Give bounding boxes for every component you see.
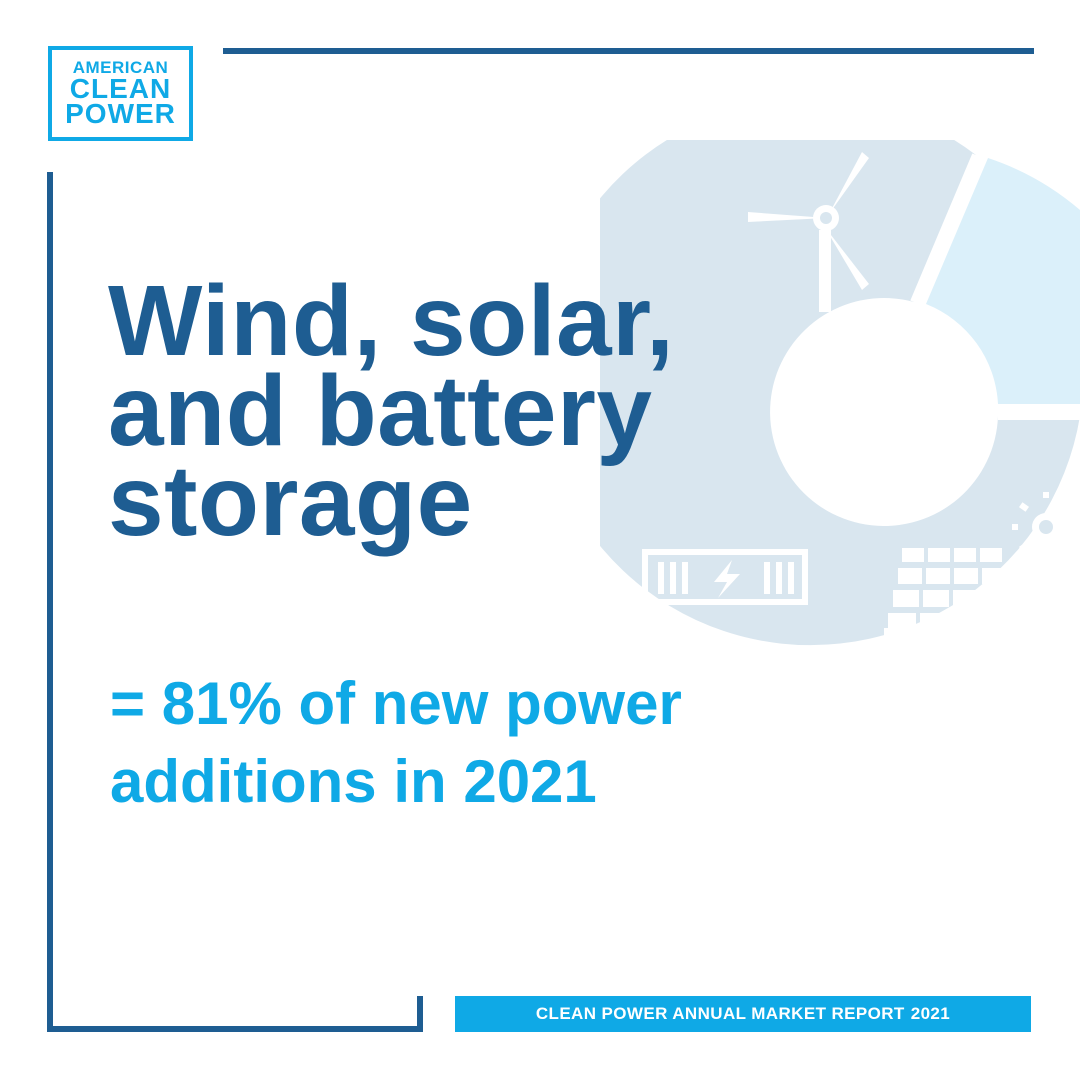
subline-line-2: additions in 2021 (110, 748, 597, 815)
donut-segment-main (600, 140, 1080, 646)
donut-separator-top (910, 153, 980, 304)
frame-top-line (223, 48, 1034, 54)
battery-icon (642, 549, 808, 605)
logo-line-clean: CLEAN (69, 72, 172, 104)
headline-line-1: Wind, solar, (108, 265, 675, 377)
wind-turbine-icon (748, 152, 869, 312)
energy-donut-graphic (600, 140, 1080, 674)
subline-line-1: = 81% of new power (110, 670, 682, 737)
logo-line-power: POWER (65, 98, 176, 130)
frame-bottom-line (47, 1026, 423, 1032)
donut-segment-light (926, 158, 1080, 404)
frame-bottom-tick (417, 996, 423, 1032)
headline-line-2: and battery (108, 355, 653, 467)
american-clean-power-logo: AMERICAN CLEAN POWER (48, 46, 193, 141)
statistic-subline: = 81% of new power additions in 2021 (110, 665, 682, 821)
headline-line-3: storage (108, 445, 473, 557)
frame-left-line (47, 172, 53, 1032)
report-footer-banner: CLEAN POWER ANNUAL MARKET REPORT 2021 (455, 996, 1031, 1032)
logo-line-american: AMERICAN (72, 57, 169, 77)
solar-panel-icon (884, 548, 1032, 674)
sun-icon (1012, 492, 1077, 562)
headline: Wind, solar, and battery storage (108, 265, 675, 557)
footer-label: CLEAN POWER ANNUAL MARKET REPORT (535, 1004, 905, 1023)
footer-year: 2021 (910, 1004, 951, 1023)
